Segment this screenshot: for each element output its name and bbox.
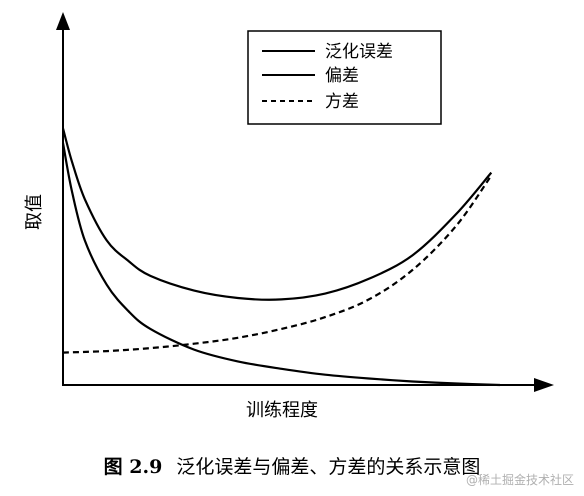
legend: 泛化误差 偏差 方差 (247, 30, 442, 125)
watermark: @稀土掘金技术社区 (465, 473, 574, 487)
figure-caption: 图 2.9 泛化误差与偏差、方差的关系示意图 (0, 452, 584, 479)
series-line-1 (61, 142, 501, 387)
series-line-0 (61, 128, 493, 301)
x-axis-label: 训练程度 (246, 400, 318, 421)
figure-number: 图 2.9 (103, 456, 163, 478)
legend-label-series-0: 泛化误差 (325, 42, 393, 62)
y-axis-arrow-icon (56, 12, 70, 30)
series-line-2 (62, 174, 493, 354)
series-layer (61, 128, 501, 387)
x-axis-arrow-icon (534, 378, 554, 392)
figure-caption-text: 泛化误差与偏差、方差的关系示意图 (176, 456, 481, 478)
legend-box (247, 30, 442, 125)
y-axis-label: 取值 (24, 194, 45, 230)
legend-label-series-2: 方差 (325, 92, 359, 112)
chart-canvas: 取值 训练程度 泛化误差 偏差 方差 (24, 12, 554, 421)
legend-label-series-1: 偏差 (325, 66, 359, 86)
